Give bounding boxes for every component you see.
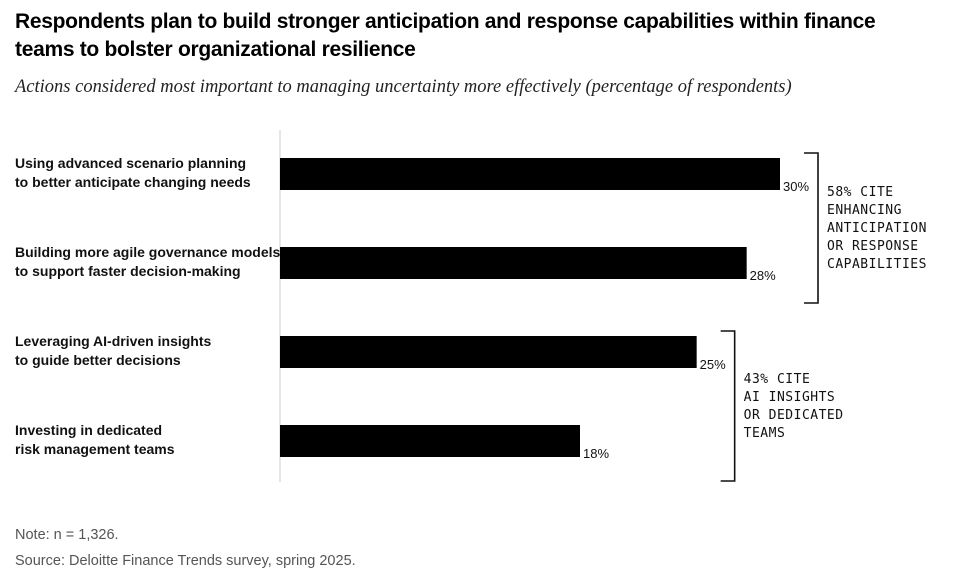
annotation-2-line-4: TEAMS <box>744 426 786 441</box>
value-label-3: 25% <box>700 357 726 372</box>
value-label-4: 18% <box>583 446 609 461</box>
bar-4 <box>280 425 580 457</box>
chart-note: Note: n = 1,326. <box>15 527 119 543</box>
category-label-4-line-2: risk management teams <box>15 441 175 457</box>
category-label-2-line-2: to support faster decision-making <box>15 263 241 279</box>
annotation-1-line-5: CAPABILITIES <box>827 257 927 272</box>
annotation-1-line-2: ENHANCING <box>827 203 902 218</box>
annotation-1-line-3: ANTICIPATION <box>827 221 927 236</box>
bar-2 <box>280 247 747 279</box>
annotation-2-line-1: 43% CITE <box>744 372 811 387</box>
annotation-1-line-4: OR RESPONSE <box>827 239 919 254</box>
annotation-bracket-2 <box>720 330 736 482</box>
category-label-3-line-2: to guide better decisions <box>15 352 181 368</box>
annotation-2-line-3: OR DEDICATED <box>744 408 844 423</box>
chart-title: Respondents plan to build stronger antic… <box>15 10 876 61</box>
value-label-2: 28% <box>750 268 776 283</box>
bar-chart: 30% Using advanced scenario planning to be… <box>15 130 927 482</box>
annotation-bracket-1 <box>804 152 819 304</box>
value-label-1: 30% <box>783 179 809 194</box>
bar-1 <box>280 158 780 190</box>
category-label-1-line-1: Using advanced scenario planning <box>15 155 246 171</box>
annotation-2-line-2: AI INSIGHTS <box>744 390 836 405</box>
chart-source: Source: Deloitte Finance Trends survey, … <box>15 553 356 569</box>
chart-subtitle: Actions considered most important to man… <box>15 77 792 97</box>
category-label-4-line-1: Investing in dedicated <box>15 422 162 438</box>
category-label-2-line-1: Building more agile governance models <box>15 244 280 260</box>
bar-3 <box>280 336 697 368</box>
annotation-1-line-1: 58% CITE <box>827 185 894 200</box>
category-label-3-line-1: Leveraging AI-driven insights <box>15 333 212 349</box>
category-label-1-line-2: to better anticipate changing needs <box>15 174 251 190</box>
